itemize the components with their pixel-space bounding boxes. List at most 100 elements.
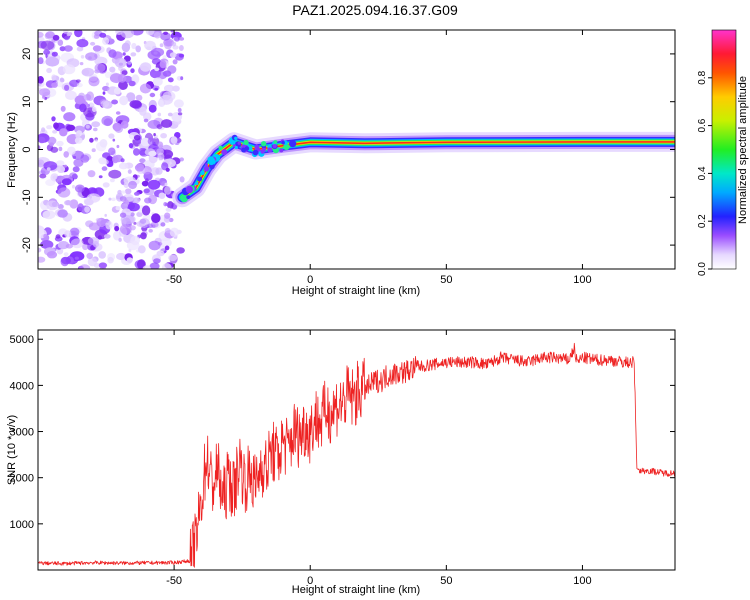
y-tick-label: 5000 — [10, 334, 34, 346]
ridge-speckle — [234, 145, 238, 150]
snr-ticks: -50 0 50 100 1000 2000 3000 4000 5000 — [10, 330, 675, 587]
noise-blob — [123, 182, 129, 188]
noise-blob — [113, 87, 122, 95]
noise-blob — [153, 258, 161, 264]
noise-blob — [135, 45, 141, 53]
noise-blob — [122, 52, 126, 56]
figure-title: PAZ1.2025.094.16.37.G09 — [292, 2, 458, 18]
noise-blob — [165, 207, 172, 212]
noise-blob — [170, 30, 174, 33]
noise-blob — [178, 53, 185, 58]
noise-blob — [139, 106, 147, 116]
noise-blob — [154, 87, 159, 91]
noise-blob — [130, 212, 135, 217]
noise-blob — [162, 91, 176, 102]
noise-blob — [129, 100, 142, 109]
colorbar-tick-label: 0.4 — [697, 166, 708, 180]
noise-blob — [169, 52, 177, 58]
y-tick-label: 3000 — [10, 427, 34, 439]
noise-blob — [38, 57, 44, 65]
snr-background — [38, 330, 675, 570]
noise-blob — [93, 34, 100, 39]
noise-blob — [134, 163, 145, 172]
noise-blob — [159, 60, 167, 69]
noise-blob — [80, 55, 85, 59]
noise-blob — [139, 158, 146, 164]
ridge-speckle — [185, 185, 194, 194]
noise-blob — [143, 118, 149, 123]
noise-blob — [69, 172, 77, 179]
noise-blob — [119, 224, 132, 235]
noise-blob — [140, 62, 152, 72]
noise-blob — [91, 148, 96, 153]
noise-blob — [135, 94, 143, 101]
spectrogram-frame — [37, 29, 676, 270]
ridge-speckle — [244, 146, 250, 151]
ridge-speckle — [254, 144, 260, 150]
x-tick-label: 100 — [573, 274, 591, 286]
noise-blob — [148, 229, 153, 233]
noise-blob — [74, 184, 85, 193]
noise-blob — [102, 91, 106, 95]
noise-blob — [157, 112, 162, 117]
noise-blob — [46, 167, 51, 171]
noise-blob — [164, 245, 170, 251]
ridge-speckle — [283, 143, 290, 150]
colorbar-label: Normalized spectral amplitude — [737, 76, 749, 224]
noise-blob — [111, 197, 116, 202]
noise-blob — [163, 84, 175, 93]
noise-blob — [88, 102, 95, 109]
x-tick-label: -50 — [166, 575, 182, 587]
noise-blob — [38, 247, 42, 253]
noise-blob — [51, 82, 58, 88]
noise-blob — [134, 191, 140, 196]
noise-blob — [100, 100, 110, 108]
noise-blob — [72, 155, 77, 160]
noise-blob — [57, 39, 64, 46]
spectrogram-xlabel: Height of straight line (km) — [292, 285, 420, 297]
snr-frame — [37, 329, 676, 571]
noise-blob — [114, 57, 127, 68]
noise-blob — [159, 244, 166, 252]
noise-blob — [133, 134, 141, 141]
noise-blob — [98, 157, 107, 165]
noise-blob — [52, 34, 60, 41]
noise-blob — [42, 95, 46, 99]
noise-blob — [168, 254, 178, 262]
noise-blob — [127, 202, 140, 212]
noise-blob — [164, 40, 172, 50]
noise-blob — [126, 257, 133, 263]
noise-blob — [167, 77, 174, 83]
noise-blob — [169, 227, 180, 237]
noise-blob — [38, 145, 41, 150]
noise-blob — [140, 232, 147, 240]
noise-blob — [56, 140, 64, 147]
noise-blob — [164, 212, 171, 219]
noise-blob — [118, 80, 128, 91]
noise-blob — [171, 41, 177, 47]
noise-blob — [148, 104, 157, 113]
noise-blob — [176, 229, 182, 234]
noise-blob — [155, 167, 163, 175]
ridge-speckle — [186, 195, 191, 200]
noise-blob — [63, 30, 69, 34]
noise-blob — [92, 106, 97, 113]
noise-blob — [38, 256, 46, 263]
noise-blob — [51, 74, 57, 81]
noise-blob — [104, 213, 107, 217]
noise-blob — [55, 160, 65, 167]
noise-blob — [145, 30, 155, 36]
noise-blob — [163, 31, 169, 35]
noise-blob — [60, 105, 66, 112]
noise-blob — [91, 121, 101, 128]
x-tick-label: -50 — [166, 274, 182, 286]
noise-blob — [74, 95, 86, 105]
noise-blob — [90, 41, 96, 46]
noise-blob — [76, 83, 83, 88]
noise-blob — [56, 178, 62, 183]
noise-blob — [119, 212, 127, 218]
noise-blob — [75, 133, 80, 139]
noise-blob — [111, 99, 118, 105]
colorbar-ticks: 0.0 0.2 0.4 0.6 0.8 — [697, 70, 712, 276]
ridge-speckle — [261, 141, 267, 147]
